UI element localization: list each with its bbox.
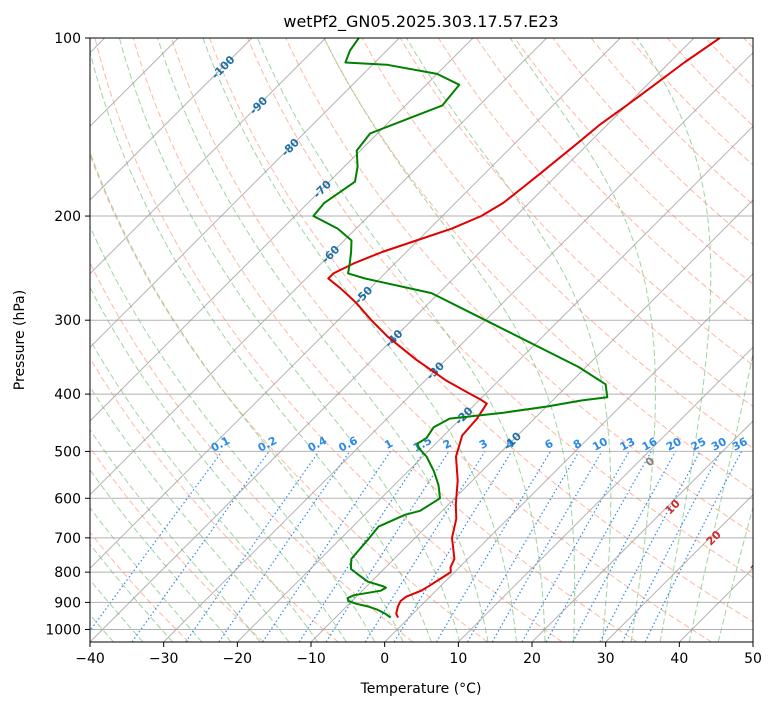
x-tick-label: −10 xyxy=(296,651,326,667)
y-tick-label: 1000 xyxy=(45,622,81,638)
y-tick-label: 200 xyxy=(54,209,81,225)
y-tick-label: 800 xyxy=(54,565,81,581)
chart-title: wetPf2_GN05.2025.303.17.57.E23 xyxy=(283,12,558,32)
x-tick-label: 50 xyxy=(744,651,762,667)
x-axis-label: Temperature (°C) xyxy=(360,681,482,697)
y-tick-label: 500 xyxy=(54,444,81,460)
y-tick-label: 300 xyxy=(54,313,81,329)
y-tick-label: 600 xyxy=(54,491,81,507)
x-tick-label: −20 xyxy=(223,651,253,667)
y-tick-label: 700 xyxy=(54,531,81,547)
x-tick-label: 30 xyxy=(597,651,615,667)
y-tick-label: 400 xyxy=(54,387,81,403)
x-tick-label: 40 xyxy=(670,651,688,667)
x-tick-label: 20 xyxy=(523,651,541,667)
x-tick-label: −40 xyxy=(75,651,105,667)
x-tick-label: 10 xyxy=(449,651,467,667)
x-tick-label: −30 xyxy=(149,651,179,667)
y-axis-label: Pressure (hPa) xyxy=(12,290,28,390)
x-tick-label: 0 xyxy=(380,651,389,667)
y-tick-label: 900 xyxy=(54,595,81,611)
y-tick-label: 100 xyxy=(54,31,81,47)
